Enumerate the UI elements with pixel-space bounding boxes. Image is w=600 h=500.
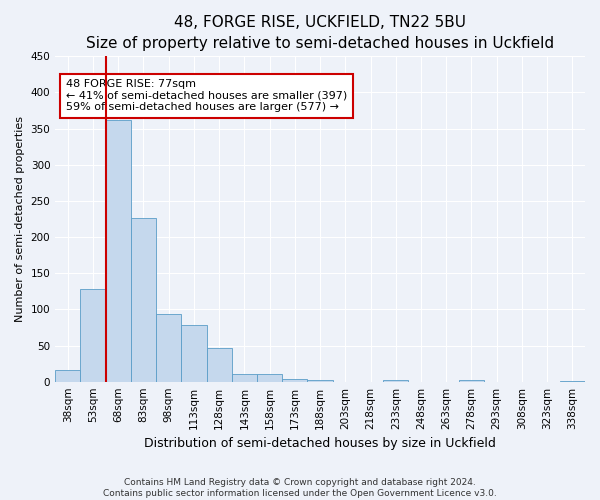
Bar	[181, 324, 206, 382]
Y-axis label: Number of semi-detached properties: Number of semi-detached properties	[15, 116, 25, 322]
Bar	[560, 381, 585, 382]
Bar	[232, 374, 257, 382]
Bar	[282, 379, 307, 382]
Bar	[80, 289, 106, 382]
Text: Contains HM Land Registry data © Crown copyright and database right 2024.
Contai: Contains HM Land Registry data © Crown c…	[103, 478, 497, 498]
Bar	[383, 380, 409, 382]
Bar	[257, 374, 282, 382]
Bar	[459, 380, 484, 382]
Title: 48, FORGE RISE, UCKFIELD, TN22 5BU
Size of property relative to semi-detached ho: 48, FORGE RISE, UCKFIELD, TN22 5BU Size …	[86, 15, 554, 51]
Bar	[307, 380, 332, 382]
X-axis label: Distribution of semi-detached houses by size in Uckfield: Distribution of semi-detached houses by …	[144, 437, 496, 450]
Bar	[131, 218, 156, 382]
Bar	[55, 370, 80, 382]
Bar	[206, 348, 232, 382]
Bar	[106, 120, 131, 382]
Text: 48 FORGE RISE: 77sqm
← 41% of semi-detached houses are smaller (397)
59% of semi: 48 FORGE RISE: 77sqm ← 41% of semi-detac…	[66, 79, 347, 112]
Bar	[156, 314, 181, 382]
